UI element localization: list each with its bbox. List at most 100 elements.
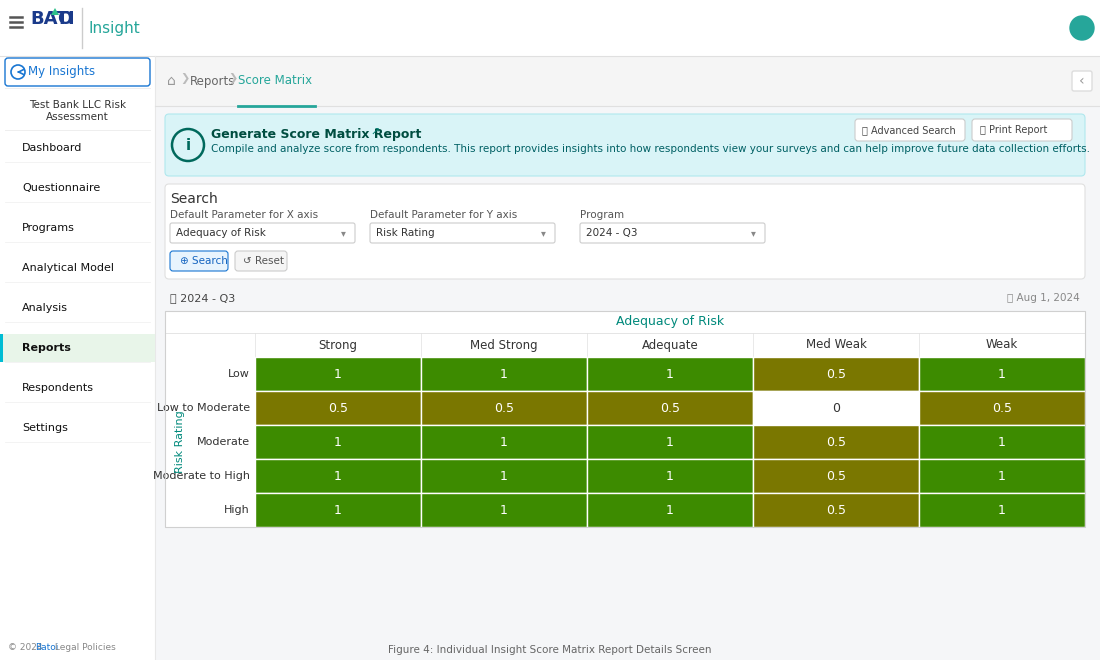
Text: Assessment: Assessment	[46, 112, 109, 122]
Text: Default Parameter for X axis: Default Parameter for X axis	[170, 210, 318, 220]
Text: Legal Policies: Legal Policies	[52, 643, 116, 652]
Text: ⌂: ⌂	[167, 74, 176, 88]
Bar	[0, 334, 3, 362]
Bar	[165, 311, 1085, 527]
Text: Insight: Insight	[88, 20, 140, 36]
Text: Programs: Programs	[22, 223, 75, 233]
Text: 1: 1	[998, 469, 1005, 482]
Text: Risk Rating: Risk Rating	[376, 228, 435, 238]
Bar	[155, 56, 1100, 106]
Text: Adequate: Adequate	[641, 339, 698, 352]
Text: 0.5: 0.5	[328, 401, 348, 414]
Text: 1: 1	[998, 504, 1005, 517]
Text: Questionnaire: Questionnaire	[22, 183, 100, 193]
Circle shape	[1070, 16, 1094, 40]
Text: 1: 1	[500, 504, 508, 517]
Text: 1: 1	[667, 469, 674, 482]
Text: I: I	[67, 10, 74, 28]
Text: 1: 1	[334, 504, 342, 517]
Bar	[255, 459, 421, 493]
Text: Generate Score Matrix Report: Generate Score Matrix Report	[211, 128, 421, 141]
Text: Program: Program	[580, 210, 624, 220]
Bar	[754, 425, 918, 459]
Text: 1: 1	[998, 368, 1005, 381]
FancyBboxPatch shape	[370, 223, 556, 243]
Bar	[587, 493, 754, 527]
Bar	[421, 493, 587, 527]
FancyBboxPatch shape	[170, 223, 355, 243]
Text: i: i	[186, 137, 190, 152]
Bar	[0, 334, 155, 362]
Text: ▾: ▾	[341, 228, 346, 238]
FancyBboxPatch shape	[6, 58, 150, 86]
FancyBboxPatch shape	[580, 223, 764, 243]
Text: ❯: ❯	[180, 73, 189, 84]
Bar	[754, 459, 918, 493]
Text: 1: 1	[998, 436, 1005, 449]
Text: Default Parameter for Y axis: Default Parameter for Y axis	[370, 210, 517, 220]
Text: High: High	[224, 505, 250, 515]
Text: Score Matrix: Score Matrix	[238, 75, 312, 88]
Text: ↗: ↗	[370, 128, 379, 138]
Bar	[918, 459, 1085, 493]
Text: 0.5: 0.5	[992, 401, 1012, 414]
Bar	[165, 493, 255, 527]
Text: Low: Low	[228, 369, 250, 379]
Text: 2024 - Q3: 2024 - Q3	[586, 228, 638, 238]
FancyBboxPatch shape	[855, 119, 965, 141]
FancyBboxPatch shape	[972, 119, 1072, 141]
Text: 1: 1	[667, 504, 674, 517]
Text: 0.5: 0.5	[826, 469, 846, 482]
Bar	[255, 391, 421, 425]
Bar	[421, 425, 587, 459]
Text: 0: 0	[832, 401, 840, 414]
Text: Weak: Weak	[986, 339, 1019, 352]
Text: Adequacy of Risk: Adequacy of Risk	[616, 315, 724, 329]
Bar	[165, 333, 1085, 357]
Text: Med Strong: Med Strong	[470, 339, 538, 352]
Text: Risk Rating: Risk Rating	[175, 411, 185, 473]
Bar	[255, 357, 421, 391]
Bar	[754, 391, 918, 425]
Bar	[255, 425, 421, 459]
Text: 0.5: 0.5	[494, 401, 514, 414]
FancyBboxPatch shape	[170, 251, 228, 271]
Text: 0.5: 0.5	[826, 436, 846, 449]
Text: 1: 1	[667, 436, 674, 449]
Text: 🔍 Advanced Search: 🔍 Advanced Search	[862, 125, 956, 135]
Polygon shape	[51, 8, 59, 15]
Bar	[918, 425, 1085, 459]
Bar	[421, 459, 587, 493]
Bar	[165, 311, 1085, 333]
Text: Med Weak: Med Weak	[805, 339, 867, 352]
Bar	[918, 493, 1085, 527]
Text: Low to Moderate: Low to Moderate	[157, 403, 250, 413]
Bar	[165, 391, 255, 425]
Text: 1: 1	[500, 368, 508, 381]
Text: 1: 1	[667, 368, 674, 381]
Text: Reports: Reports	[22, 343, 70, 353]
Text: Moderate: Moderate	[197, 437, 250, 447]
Text: 1: 1	[334, 469, 342, 482]
Bar	[165, 425, 255, 459]
Text: Compile and analyze score from respondents. This report provides insights into h: Compile and analyze score from responden…	[211, 144, 1090, 154]
Text: Dashboard: Dashboard	[22, 143, 82, 153]
Text: 1: 1	[500, 436, 508, 449]
Bar	[754, 493, 918, 527]
Bar	[918, 357, 1085, 391]
FancyBboxPatch shape	[1072, 71, 1092, 91]
Bar	[421, 357, 587, 391]
Text: 0.5: 0.5	[826, 368, 846, 381]
Text: Test Bank LLC Risk: Test Bank LLC Risk	[29, 100, 126, 110]
FancyBboxPatch shape	[235, 251, 287, 271]
Text: Settings: Settings	[22, 423, 68, 433]
Text: Figure 4: Individual Insight Score Matrix Report Details Screen: Figure 4: Individual Insight Score Matri…	[388, 645, 712, 655]
Bar	[255, 493, 421, 527]
Bar	[587, 425, 754, 459]
Text: © 2024: © 2024	[8, 643, 45, 652]
Text: Reports: Reports	[190, 75, 235, 88]
Text: 1: 1	[334, 436, 342, 449]
Text: ⊕ Search: ⊕ Search	[180, 256, 228, 266]
Bar	[587, 391, 754, 425]
Text: O: O	[57, 10, 73, 28]
